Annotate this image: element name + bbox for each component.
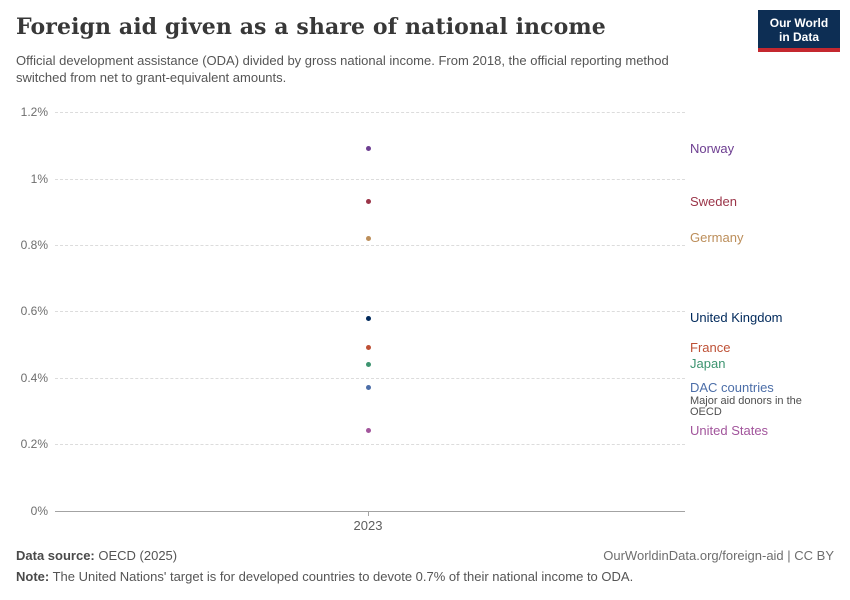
source-label: Data source: xyxy=(16,548,95,563)
y-tick-label: 0.6% xyxy=(20,304,48,319)
y-tick-label: 0.8% xyxy=(20,238,48,253)
entity-sublabel-dac-countries: Major aid donors in the OECD xyxy=(690,394,802,419)
entity-label-japan[interactable]: Japan xyxy=(690,356,726,372)
entity-label-norway[interactable]: Norway xyxy=(690,140,735,156)
entity-label-united-states[interactable]: United States xyxy=(690,422,769,438)
data-point-united-kingdom[interactable] xyxy=(365,315,371,321)
y-tick-label: 1% xyxy=(30,171,48,186)
attribution-link[interactable]: OurWorldinData.org/foreign-aid | CC BY xyxy=(603,548,834,563)
data-point-dac-countries[interactable] xyxy=(365,385,371,391)
entity-label-sweden[interactable]: Sweden xyxy=(690,193,737,209)
entity-label-france[interactable]: France xyxy=(690,339,731,355)
entity-label-united-kingdom[interactable]: United Kingdom xyxy=(690,310,783,326)
entity-label-germany[interactable]: Germany xyxy=(690,230,744,246)
y-tick-label: 1.2% xyxy=(20,105,48,120)
grid-line xyxy=(55,377,685,379)
x-tick-mark xyxy=(368,511,369,516)
source-value: OECD (2025) xyxy=(94,548,178,563)
source-line: Data source: OECD (2025) xyxy=(16,548,177,563)
x-axis-line xyxy=(55,510,685,512)
data-point-sweden[interactable] xyxy=(365,199,371,205)
owid-logo-line1: Our World xyxy=(769,16,829,30)
y-tick-label: 0% xyxy=(30,503,48,518)
note-value: The United Nations' target is for develo… xyxy=(49,569,634,584)
grid-line xyxy=(55,178,685,180)
grid-line xyxy=(55,444,685,446)
y-tick-label: 0.4% xyxy=(20,370,48,385)
owid-logo[interactable]: Our World in Data xyxy=(758,10,840,52)
note-line: Note: The United Nations' target is for … xyxy=(16,569,633,584)
chart-title: Foreign aid given as a share of national… xyxy=(16,14,606,40)
entity-label-dac-countries[interactable]: DAC countries xyxy=(690,379,774,395)
grid-line xyxy=(55,311,685,313)
chart-subtitle: Official development assistance (ODA) di… xyxy=(16,53,669,85)
data-point-united-states[interactable] xyxy=(365,428,371,434)
note-label: Note: xyxy=(16,569,50,584)
data-point-france[interactable] xyxy=(365,345,371,351)
data-point-japan[interactable] xyxy=(365,361,371,367)
grid-line xyxy=(55,112,685,114)
x-tick-label: 2023 xyxy=(353,517,383,533)
data-point-germany[interactable] xyxy=(365,235,371,241)
grid-line xyxy=(55,245,685,247)
owid-logo-line2: in Data xyxy=(778,30,819,44)
data-point-norway[interactable] xyxy=(365,146,371,152)
y-tick-label: 0.2% xyxy=(20,437,48,452)
